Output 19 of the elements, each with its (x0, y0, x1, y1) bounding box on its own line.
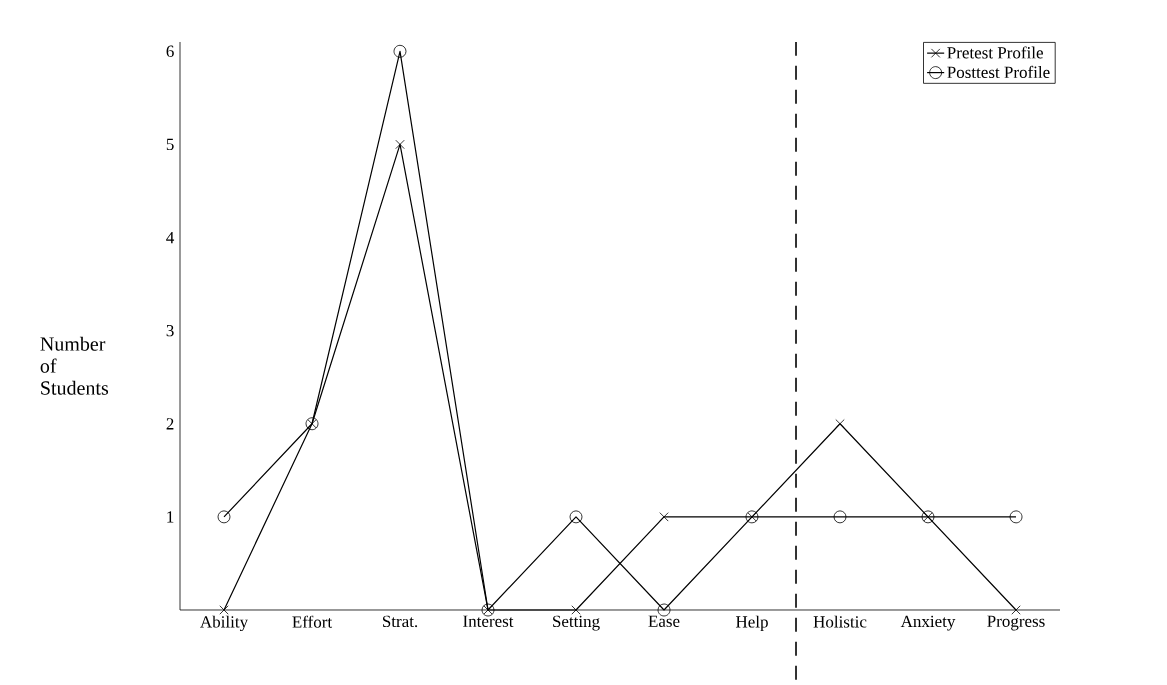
y-tick-label: 4 (166, 231, 175, 244)
x-tick-label: Progress (987, 615, 1045, 631)
legend-label: Pretest Profile (947, 46, 1043, 59)
y-tick-label: 5 (166, 138, 174, 151)
y-tick-label: 1 (167, 511, 174, 523)
x-tick-label: Help (735, 615, 768, 632)
y-tick-label: 3 (166, 324, 174, 337)
x-tick-label: Ease (648, 615, 680, 627)
x-tick-label: Ability (200, 615, 249, 632)
y-tick-label: 6 (166, 45, 174, 58)
x-tick-label: Strat. (382, 615, 418, 628)
legend-label: Posttest Profile (947, 65, 1050, 79)
y-axis-title: Number of Students (40, 336, 109, 395)
x-tick-label: Effort (292, 615, 333, 628)
y-tick-label: 2 (166, 418, 174, 430)
x-tick-label: Setting (553, 615, 600, 631)
x-tick-label: Holistic (813, 615, 867, 628)
x-tick-label: Interest (463, 615, 514, 627)
x-tick-label: Anxiety (900, 615, 956, 631)
